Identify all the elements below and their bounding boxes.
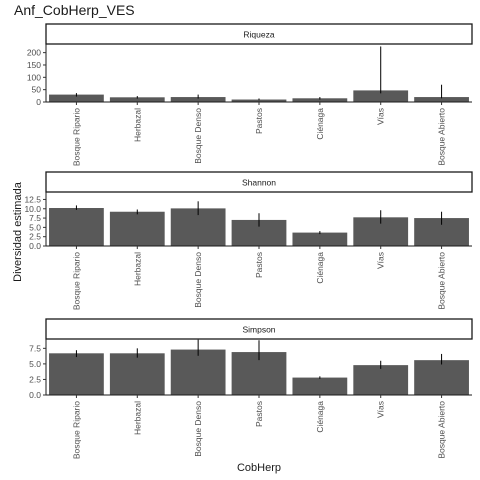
- x-tick-label-1-2: Bosque Denso: [193, 252, 203, 308]
- y-tick-label-2-0: 0.0: [29, 390, 41, 400]
- bar-1-1: [109, 211, 165, 246]
- y-tick-label-0-2: 100: [27, 72, 41, 82]
- bar-2-0: [49, 353, 104, 395]
- y-tick-label-0-4: 200: [27, 48, 41, 58]
- x-tick-label-1-5: Vías: [376, 252, 386, 269]
- x-tick-label-1-0: Bosque Ripario: [71, 252, 81, 310]
- facet-strip-label-0: Riqueza: [243, 30, 274, 40]
- y-tick-label-0-0: 0: [36, 97, 41, 107]
- x-tick-label-0-5: Vías: [376, 108, 386, 125]
- y-tick-label-2-2: 5.0: [29, 359, 41, 369]
- bar-0-5: [353, 90, 409, 102]
- x-tick-label-1-4: Ciénaga: [315, 252, 325, 284]
- bar-2-1: [109, 353, 165, 395]
- x-tick-label-2-1: Herbazal: [132, 401, 142, 435]
- bar-0-3: [231, 99, 287, 102]
- bar-0-6: [414, 97, 469, 102]
- x-tick-label-2-3: Pastos: [254, 401, 264, 427]
- x-tick-label-2-6: Bosque Abierto: [437, 401, 447, 459]
- y-tick-label-1-2: 5.0: [29, 222, 41, 232]
- x-axis-label: CobHerp: [236, 462, 282, 474]
- facet-strip-1: [45, 171, 473, 193]
- y-tick-label-1-1: 2.5: [29, 232, 41, 242]
- bar-1-0: [49, 208, 104, 246]
- y-tick-label-1-5: 12.5: [24, 194, 41, 204]
- bar-2-4: [292, 377, 348, 395]
- bar-2-6: [414, 360, 469, 395]
- x-tick-label-0-0: Bosque Ripario: [71, 108, 81, 166]
- y-tick-label-0-1: 50: [32, 85, 42, 95]
- y-tick-label-2-3: 7.5: [29, 343, 41, 353]
- x-tick-label-2-0: Bosque Ripario: [71, 401, 81, 459]
- y-tick-label-1-3: 7.5: [29, 213, 41, 223]
- x-tick-label-0-3: Pastos: [254, 108, 264, 134]
- x-tick-label-1-3: Pastos: [254, 252, 264, 278]
- x-tick-label-2-4: Ciénaga: [315, 401, 325, 433]
- y-tick-label-1-4: 10.0: [24, 204, 41, 214]
- x-tick-label-0-4: Ciénaga: [315, 108, 325, 140]
- facet-strip-label-2: Simpson: [242, 325, 275, 335]
- bar-2-2: [170, 349, 226, 395]
- bar-0-0: [49, 94, 104, 102]
- bar-0-1: [109, 97, 165, 102]
- facet-strip-label-1: Shannon: [242, 178, 276, 188]
- bar-0-2: [170, 97, 226, 102]
- x-tick-label-0-2: Bosque Denso: [193, 108, 203, 164]
- bar-1-4: [292, 232, 348, 246]
- facet-strip-2: [45, 318, 473, 340]
- bar-2-5: [353, 365, 409, 395]
- facet-strip-0: [45, 23, 473, 45]
- x-tick-label-0-6: Bosque Abierto: [437, 108, 447, 166]
- x-tick-label-0-1: Herbazal: [132, 108, 142, 142]
- x-tick-label-2-2: Bosque Denso: [193, 401, 203, 457]
- chart-title: Anf_CobHerp_VES: [14, 2, 135, 18]
- bar-0-4: [292, 98, 348, 102]
- y-tick-label-2-1: 2.5: [29, 374, 41, 384]
- y-tick-label-1-0: 0.0: [29, 241, 41, 251]
- x-tick-label-1-1: Herbazal: [132, 252, 142, 286]
- x-tick-label-1-6: Bosque Abierto: [437, 252, 447, 310]
- y-tick-label-0-3: 150: [27, 60, 41, 70]
- x-tick-label-2-5: Vías: [376, 401, 386, 418]
